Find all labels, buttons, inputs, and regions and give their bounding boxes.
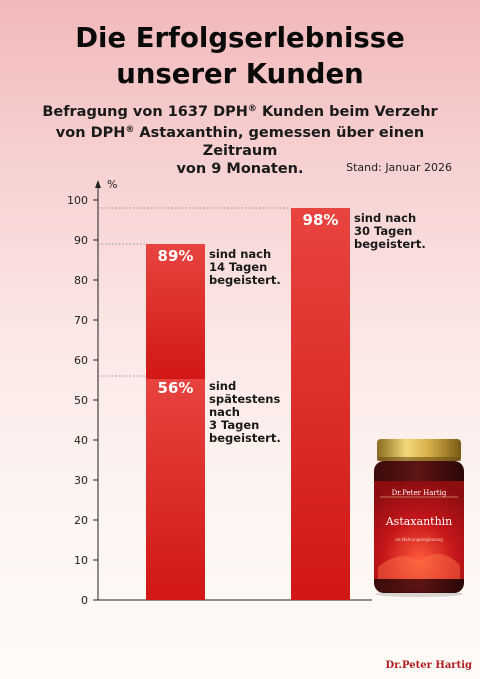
y-tick-label: 70 (74, 314, 88, 327)
bar-2-value-label-1: 98% (303, 211, 339, 229)
y-axis-unit-label: % (107, 178, 117, 191)
subtitle-text-4: Astaxanthin, gemessen über einen Zeitrau… (134, 125, 425, 159)
title-line-2: unserer Kunden (116, 58, 364, 90)
bar-1-annotation-2: sind nach 14 Tagen begeistert. (209, 247, 281, 287)
registered-mark: ® (125, 125, 135, 135)
bar-1-segment-1 (146, 376, 205, 600)
jar-brand-text: Dr.Peter Hartig (392, 489, 447, 497)
jar-product-name: Astaxanthin (385, 515, 453, 528)
y-tick-label: 10 (74, 554, 88, 567)
y-tick-label: 80 (74, 274, 88, 287)
survey-description: Befragung von 1637 DPH® Kunden beim Verz… (30, 100, 450, 178)
y-tick-label: 20 (74, 514, 88, 527)
title-line-1: Die Erfolgserlebnisse (75, 22, 405, 54)
product-jar-image: Dr.Peter Hartig Astaxanthin als Nahrungs… (370, 437, 468, 601)
page-title: Die Erfolgserlebnisse unserer Kunden (0, 20, 480, 92)
y-tick-label: 30 (74, 474, 88, 487)
subtitle-text-3: von DPH (55, 125, 126, 141)
y-tick-label: 0 (81, 594, 88, 607)
bar-2-segment-1 (291, 208, 350, 600)
y-tick-label: 40 (74, 434, 88, 447)
y-axis-arrow (95, 180, 101, 188)
y-tick-label: 100 (67, 194, 88, 207)
subtitle-text-5: von 9 Monaten. (176, 161, 304, 177)
bar-1-value-label-2: 89% (158, 247, 194, 265)
bar-2-annotation-1: sind nach 30 Tagen begeistert. (354, 211, 426, 251)
y-tick-label: 50 (74, 394, 88, 407)
footer-brand-logo: Dr.Peter Hartig (385, 660, 472, 671)
registered-mark: ® (247, 104, 257, 114)
jar-small-text: als Nahrungsergänzung (395, 537, 443, 542)
subtitle-text-2: Kunden beim Verzehr (256, 104, 438, 120)
bar-1-value-label-1: 56% (158, 379, 194, 397)
date-stamp: Stand: Januar 2026 (346, 161, 452, 174)
y-tick-label: 60 (74, 354, 88, 367)
bar-1-annotation-1: sind spätestens nach 3 Tagen begeistert. (209, 379, 281, 445)
subtitle-text-1: Befragung von 1637 DPH (42, 104, 248, 120)
y-tick-label: 90 (74, 234, 88, 247)
bar-1-segment-2 (146, 244, 205, 379)
